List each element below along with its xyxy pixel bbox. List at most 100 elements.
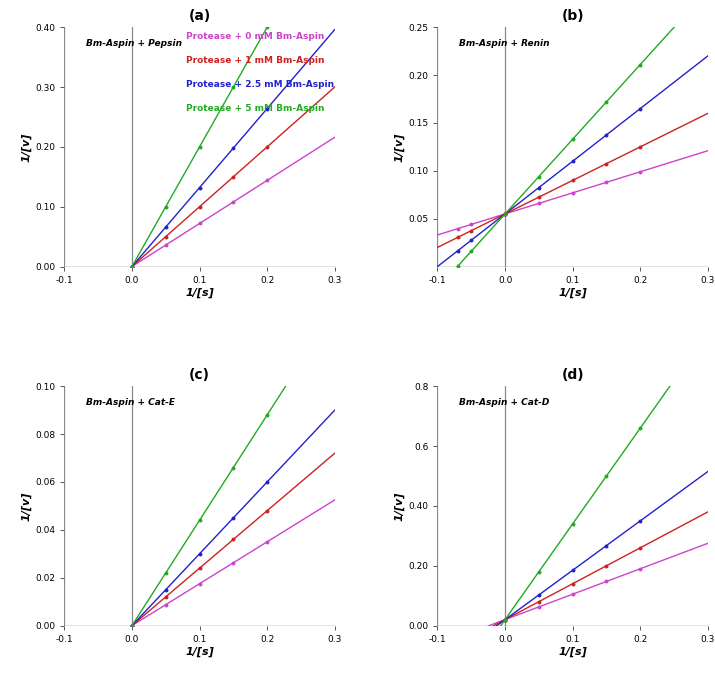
Point <box>160 568 172 579</box>
Point <box>262 141 273 152</box>
Point <box>499 209 511 220</box>
Point <box>127 261 138 272</box>
Point <box>227 82 239 92</box>
Point <box>127 620 138 631</box>
Title: (b): (b) <box>561 10 584 23</box>
Point <box>227 513 239 524</box>
Point <box>465 219 477 230</box>
Point <box>533 198 545 209</box>
Point <box>262 175 273 186</box>
Point <box>533 182 545 193</box>
Title: (d): (d) <box>561 369 584 382</box>
Point <box>127 620 138 631</box>
Point <box>634 59 646 70</box>
Point <box>533 602 545 613</box>
Point <box>262 409 273 420</box>
Point <box>601 576 612 587</box>
Point <box>567 156 578 167</box>
X-axis label: 1/[s]: 1/[s] <box>558 647 587 657</box>
Point <box>227 143 239 154</box>
Text: Protease + 2.5 mM Bm-Aspin: Protease + 2.5 mM Bm-Aspin <box>186 80 334 89</box>
Point <box>567 175 578 186</box>
Point <box>499 209 511 220</box>
Point <box>127 620 138 631</box>
Point <box>452 223 463 234</box>
Point <box>465 235 477 245</box>
Point <box>194 515 205 526</box>
Point <box>634 563 646 574</box>
Point <box>499 614 511 625</box>
Point <box>160 231 172 242</box>
Point <box>465 245 477 256</box>
Point <box>567 578 578 589</box>
Point <box>194 563 205 574</box>
Point <box>160 599 172 610</box>
Point <box>465 225 477 236</box>
Point <box>499 209 511 220</box>
X-axis label: 1/[s]: 1/[s] <box>185 288 214 298</box>
Point <box>499 614 511 625</box>
Point <box>194 182 205 193</box>
Text: Protease + 1 mM Bm-Aspin: Protease + 1 mM Bm-Aspin <box>186 56 325 65</box>
Point <box>601 540 612 551</box>
Point <box>194 578 205 589</box>
Point <box>567 589 578 600</box>
Point <box>262 505 273 516</box>
Text: Protease + 0 mM Bm-Aspin: Protease + 0 mM Bm-Aspin <box>186 32 325 41</box>
Point <box>227 197 239 207</box>
Point <box>533 590 545 600</box>
Point <box>127 261 138 272</box>
Point <box>634 141 646 152</box>
X-axis label: 1/[s]: 1/[s] <box>185 647 214 657</box>
Point <box>634 515 646 526</box>
Point <box>601 177 612 188</box>
Point <box>194 141 205 152</box>
Point <box>634 543 646 554</box>
Point <box>227 534 239 545</box>
Text: Bm-Aspin + Pepsin: Bm-Aspin + Pepsin <box>86 39 182 48</box>
Point <box>567 134 578 145</box>
Point <box>567 518 578 529</box>
Point <box>160 592 172 602</box>
Point <box>634 167 646 177</box>
Y-axis label: 1/[v]: 1/[v] <box>394 491 404 521</box>
X-axis label: 1/[s]: 1/[s] <box>558 288 587 298</box>
Point <box>452 245 463 256</box>
Point <box>533 596 545 607</box>
Point <box>499 209 511 220</box>
Point <box>499 614 511 625</box>
Point <box>127 261 138 272</box>
Point <box>160 222 172 233</box>
Point <box>452 232 463 243</box>
Point <box>601 129 612 140</box>
Text: Protease + 5 mM Bm-Aspin: Protease + 5 mM Bm-Aspin <box>186 104 325 113</box>
Point <box>533 192 545 203</box>
Point <box>194 218 205 229</box>
Point <box>127 620 138 631</box>
Point <box>262 103 273 114</box>
Point <box>601 158 612 169</box>
Point <box>194 201 205 212</box>
Point <box>227 171 239 182</box>
Title: (a): (a) <box>189 10 211 23</box>
Point <box>601 471 612 481</box>
Point <box>533 566 545 577</box>
Point <box>227 558 239 568</box>
Text: Bm-Aspin + Cat-E: Bm-Aspin + Cat-E <box>86 398 175 407</box>
Point <box>533 171 545 182</box>
Point <box>452 260 463 271</box>
Title: (c): (c) <box>189 369 210 382</box>
Y-axis label: 1/[v]: 1/[v] <box>21 132 31 162</box>
Text: Bm-Aspin + Renin: Bm-Aspin + Renin <box>459 39 550 48</box>
Point <box>262 22 273 33</box>
Point <box>194 548 205 559</box>
Point <box>127 261 138 272</box>
Point <box>567 188 578 199</box>
Point <box>227 462 239 473</box>
Y-axis label: 1/[v]: 1/[v] <box>394 132 404 162</box>
Point <box>160 239 172 250</box>
Text: Bm-Aspin + Cat-D: Bm-Aspin + Cat-D <box>459 398 549 407</box>
Point <box>262 537 273 547</box>
Y-axis label: 1/[v]: 1/[v] <box>21 491 31 521</box>
Point <box>160 201 172 212</box>
